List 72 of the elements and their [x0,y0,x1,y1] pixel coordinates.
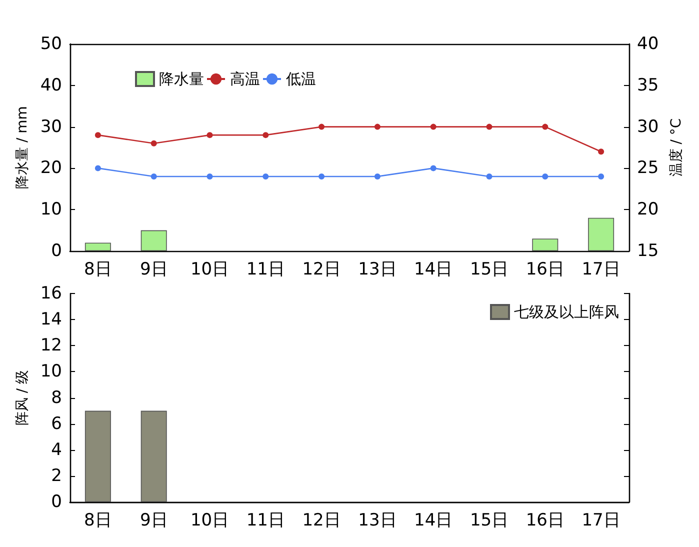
y-tick-label: 2 [51,466,62,486]
point [598,173,604,180]
point [206,132,213,138]
point [486,124,492,130]
x-tick-label: 9日 [140,510,168,530]
x-tick-label: 13日 [358,510,397,530]
y-tick-label: 16 [40,284,62,304]
x-tick-label: 15日 [470,510,509,530]
point [374,173,380,180]
y2-axis-title: 温度 / °C [668,118,685,177]
y2-tick-label: 25 [637,158,659,178]
x-tick-label: 8日 [84,260,112,280]
bar [84,242,111,251]
point [206,173,213,180]
x-tick-label: 11日 [246,260,285,280]
x-tick-label: 11日 [246,510,285,530]
x-tick-label: 10日 [190,510,230,530]
y-tick-label: 8 [51,388,62,408]
point [430,124,436,130]
y-tick-label: 0 [51,492,62,512]
point [318,173,325,180]
x-tick-label: 8日 [84,510,112,530]
point [150,173,157,180]
bar [588,218,614,251]
y-tick-label: 40 [40,75,62,96]
x-tick-label: 17日 [582,510,620,530]
x-tick-label: 17日 [582,260,620,280]
x-tick-label: 16日 [526,260,564,280]
y-tick-label: 30 [40,116,62,137]
legend-label: 七级及以上阵风 [514,303,619,321]
y-tick-label: 50 [40,34,62,54]
point [486,173,492,180]
x-tick-label: 14日 [414,510,453,530]
y-tick-label: 10 [40,200,62,220]
y2-tick-label: 30 [637,116,659,137]
x-tick-label: 13日 [358,260,397,280]
x-tick-label: 9日 [140,260,168,280]
legend-label: 降水量 [159,70,204,88]
y-axis-title: 阵风 / 级 [14,370,30,426]
point [542,173,548,180]
legend-label: 高温 [230,70,260,88]
point [262,132,269,138]
y-tick-label: 6 [51,414,62,434]
bar [532,238,558,251]
x-tick-label: 12日 [302,510,341,530]
y2-tick-label: 15 [637,241,659,261]
point [430,165,436,172]
x-tick-label: 14日 [414,260,453,280]
y-tick-label: 4 [51,440,62,460]
legend-label: 低温 [286,70,316,88]
y-tick-label: 0 [51,241,62,261]
x-tick-label: 10日 [190,260,230,280]
y-axis-title: 降水量 / mm [14,106,30,189]
point [94,165,101,172]
point [94,132,101,138]
y2-tick-label: 35 [637,75,659,96]
y-tick-label: 12 [40,336,62,356]
x-tick-label: 12日 [302,260,341,280]
x-tick-label: 15日 [470,260,509,280]
y-tick-label: 20 [40,158,62,178]
y-tick-label: 14 [40,310,62,330]
point [542,124,548,130]
bar [140,230,167,251]
point [374,124,380,130]
y2-tick-label: 20 [637,200,659,220]
x-tick-label: 16日 [526,510,564,530]
point [318,124,325,130]
y2-tick-label: 40 [637,34,659,54]
point [262,173,269,180]
y-tick-label: 10 [40,362,62,382]
point [598,148,604,155]
point [150,140,157,146]
